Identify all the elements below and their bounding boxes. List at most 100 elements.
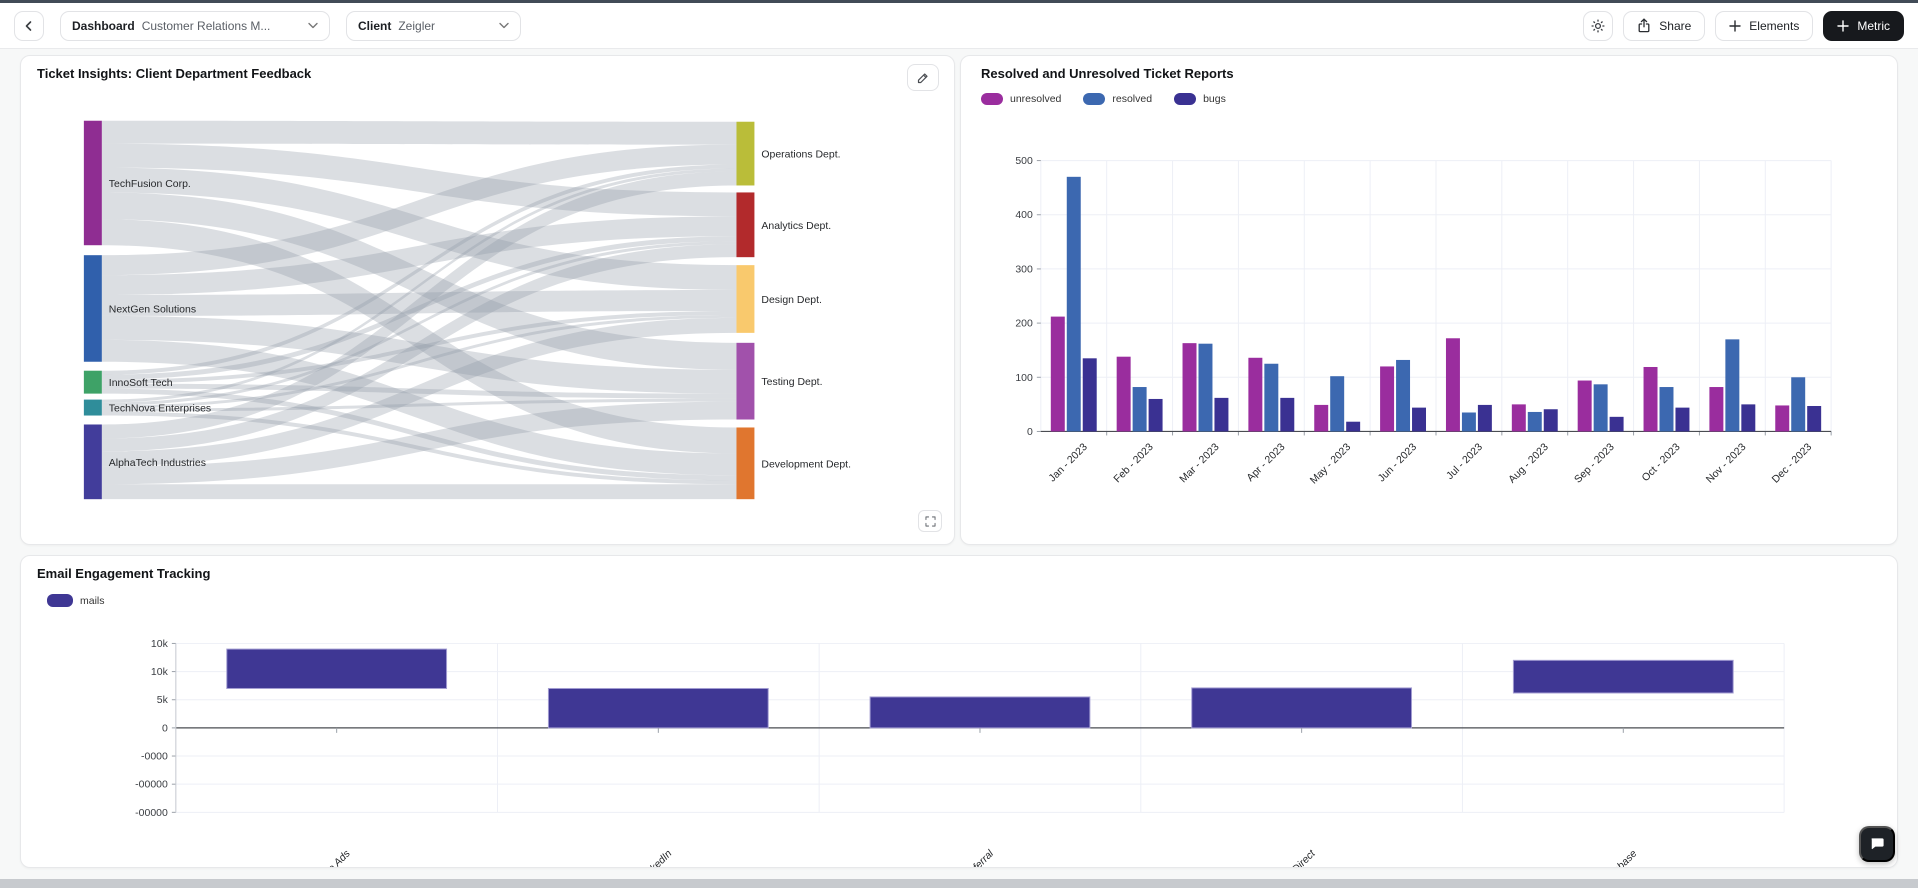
sankey-source-node[interactable] (83, 424, 102, 500)
sankey-target-node[interactable] (736, 265, 755, 333)
sankey-flow[interactable] (101, 241, 737, 406)
back-button[interactable] (14, 10, 44, 41)
sankey-flow[interactable] (101, 315, 737, 394)
x-axis-category-label: Feb - 2023 (1112, 442, 1156, 486)
x-axis-category-label: Nov - 2023 (1704, 442, 1748, 486)
bar-resolved[interactable] (1132, 387, 1147, 432)
bar-bugs[interactable] (1543, 409, 1558, 432)
legend-item-unresolved[interactable]: unresolved (981, 93, 1061, 105)
bar-unresolved[interactable] (1050, 316, 1065, 432)
legend-swatch-mails (47, 594, 73, 607)
sankey-flow[interactable] (101, 143, 737, 217)
sankey-flow[interactable] (101, 314, 737, 409)
sankey-source-node[interactable] (83, 255, 102, 362)
legend-item-bugs[interactable]: bugs (1174, 93, 1226, 105)
sankey-flow[interactable] (101, 339, 737, 476)
legend-item-resolved[interactable]: resolved (1083, 93, 1152, 105)
sankey-flow[interactable] (101, 244, 737, 452)
dashboard-selector[interactable]: Dashboard Customer Relations M... (60, 10, 330, 41)
bar-bugs[interactable] (1148, 398, 1163, 432)
sankey-flow[interactable] (101, 310, 737, 384)
sankey-flow[interactable] (101, 290, 737, 316)
sankey-flow[interactable] (101, 192, 737, 370)
bar-resolved[interactable] (1659, 387, 1674, 432)
bar-bugs[interactable] (1807, 405, 1822, 432)
bar-bugs[interactable] (1214, 397, 1229, 432)
bar-bugs[interactable] (1082, 358, 1097, 432)
sankey-target-node[interactable] (736, 121, 755, 186)
client-selector[interactable]: Client Zeigler (346, 10, 521, 41)
sankey-flow[interactable] (101, 388, 737, 481)
sankey-flow[interactable] (101, 168, 737, 403)
bar-unresolved[interactable] (1248, 357, 1263, 432)
sankey-flow[interactable] (101, 236, 737, 380)
bar-bugs[interactable] (1609, 416, 1624, 432)
sankey-source-node[interactable] (83, 120, 102, 246)
sankey-target-node[interactable] (736, 342, 755, 420)
sankey-source-label: InnoSoft Tech (109, 378, 173, 389)
bar-mails[interactable] (869, 696, 1091, 729)
bar-unresolved[interactable] (1577, 380, 1592, 432)
sankey-target-node[interactable] (736, 192, 755, 258)
bar-bugs[interactable] (1412, 407, 1427, 432)
bar-resolved[interactable] (1198, 343, 1213, 432)
ticket-reports-legend: unresolved resolved bugs (981, 93, 1226, 105)
sankey-source-node[interactable] (83, 399, 102, 416)
legend-item-mails[interactable]: mails (47, 594, 105, 607)
sankey-flow[interactable] (101, 164, 737, 375)
sankey-flow[interactable] (101, 383, 737, 399)
bar-unresolved[interactable] (1116, 356, 1131, 432)
settings-button[interactable] (1583, 10, 1614, 41)
bar-unresolved[interactable] (1314, 404, 1329, 432)
sankey-target-label: Development Dept. (761, 459, 851, 470)
bar-unresolved[interactable] (1511, 404, 1526, 432)
bar-resolved[interactable] (1527, 411, 1542, 432)
y-axis-tick-label: -00000 (135, 780, 168, 791)
bar-bugs[interactable] (1477, 404, 1492, 432)
fullscreen-button[interactable] (918, 510, 942, 532)
horizontal-scrollbar[interactable] (0, 879, 1918, 888)
bar-bugs[interactable] (1741, 404, 1756, 432)
bar-unresolved[interactable] (1643, 366, 1658, 432)
bar-unresolved[interactable] (1380, 366, 1395, 432)
bar-resolved[interactable] (1330, 376, 1345, 432)
elements-button[interactable]: Elements (1715, 10, 1814, 41)
bar-mails[interactable] (547, 687, 769, 729)
chat-widget-button[interactable] (1859, 826, 1895, 862)
sankey-flow[interactable] (101, 219, 737, 454)
bar-bugs[interactable] (1280, 397, 1295, 432)
bar-resolved[interactable] (1264, 363, 1279, 432)
share-button[interactable]: Share (1623, 10, 1706, 41)
bar-mails[interactable] (1512, 659, 1734, 694)
sankey-flow[interactable] (101, 484, 737, 500)
sankey-flow[interactable] (101, 144, 737, 276)
bar-unresolved[interactable] (1709, 387, 1724, 432)
sankey-source-node[interactable] (83, 370, 102, 394)
sankey-flow[interactable] (101, 317, 737, 467)
sankey-flow[interactable] (101, 398, 737, 412)
sankey-target-node[interactable] (736, 427, 755, 500)
bar-resolved[interactable] (1066, 176, 1081, 432)
bar-resolved[interactable] (1461, 412, 1476, 432)
bar-bugs[interactable] (1675, 407, 1690, 432)
sankey-flow[interactable] (101, 120, 737, 145)
sankey-flow[interactable] (101, 411, 737, 485)
bar-resolved[interactable] (1791, 377, 1806, 432)
bar-unresolved[interactable] (1445, 338, 1460, 432)
x-axis-category-label: Oct - 2023 (1640, 442, 1682, 484)
sankey-flow[interactable] (101, 216, 737, 296)
sankey-flow[interactable] (101, 171, 737, 439)
bar-bugs[interactable] (1346, 421, 1361, 432)
edit-button[interactable] (907, 64, 939, 91)
metric-button[interactable]: Metric (1823, 10, 1904, 41)
bar-resolved[interactable] (1725, 339, 1740, 432)
bar-mails[interactable] (1191, 687, 1413, 729)
bar-resolved[interactable] (1593, 384, 1608, 432)
sankey-flow[interactable] (101, 167, 737, 291)
bar-mails[interactable] (226, 648, 448, 689)
ticket-reports-chart: 0 100 200 300 400 500 Jan - 2023 Feb - 2023 Mar … (1015, 156, 1832, 486)
bar-resolved[interactable] (1396, 359, 1411, 432)
bar-unresolved[interactable] (1775, 405, 1790, 432)
bar-unresolved[interactable] (1182, 343, 1197, 432)
sankey-flow[interactable] (101, 401, 737, 485)
